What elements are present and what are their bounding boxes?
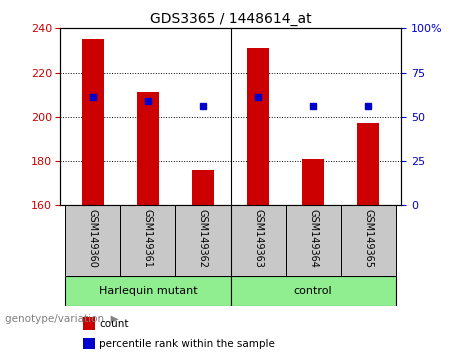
Bar	[247, 48, 269, 205]
Title: GDS3365 / 1448614_at: GDS3365 / 1448614_at	[150, 12, 311, 26]
Text: GSM149365: GSM149365	[363, 209, 373, 268]
Text: Harlequin mutant: Harlequin mutant	[99, 286, 197, 296]
Text: GSM149362: GSM149362	[198, 209, 208, 268]
Bar	[83, 317, 95, 330]
Bar	[230, 205, 285, 276]
Text: count: count	[99, 319, 129, 329]
Bar	[65, 205, 120, 276]
Bar	[83, 338, 95, 349]
Bar	[65, 276, 230, 306]
Bar	[341, 205, 396, 276]
Bar	[285, 205, 341, 276]
Text: GSM149361: GSM149361	[143, 209, 153, 268]
Bar	[82, 39, 104, 205]
Bar	[302, 159, 324, 205]
Bar	[176, 205, 230, 276]
Text: percentile rank within the sample: percentile rank within the sample	[99, 339, 275, 349]
Bar	[357, 124, 379, 205]
Bar	[137, 92, 159, 205]
Text: GSM149364: GSM149364	[308, 209, 318, 268]
Bar	[192, 170, 214, 205]
Text: genotype/variation  ▶: genotype/variation ▶	[5, 314, 118, 325]
Text: GSM149360: GSM149360	[88, 209, 98, 268]
Text: control: control	[294, 286, 332, 296]
Bar	[120, 205, 176, 276]
Text: GSM149363: GSM149363	[253, 209, 263, 268]
Bar	[230, 276, 396, 306]
